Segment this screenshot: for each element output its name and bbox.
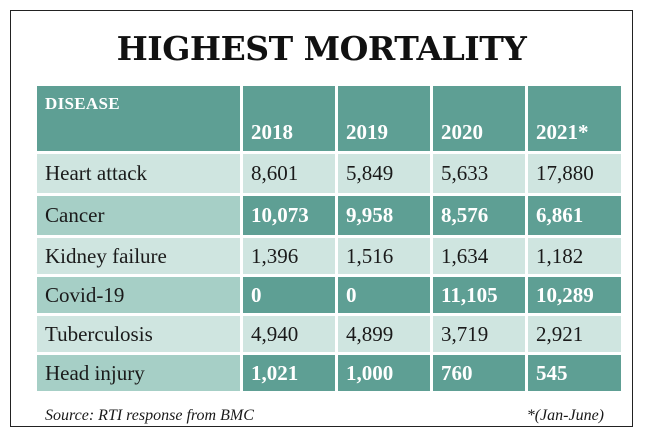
cell-heart-attack-2019: 5,849 bbox=[338, 154, 433, 196]
cell-tuberculosis-2020: 3,719 bbox=[433, 316, 528, 355]
cell-tuberculosis-2019: 4,899 bbox=[338, 316, 433, 355]
cell-kidney-failure-2019: 1,516 bbox=[338, 238, 433, 277]
footnote: *(Jan-June) bbox=[526, 407, 604, 424]
row-label-heart-attack: Heart attack bbox=[37, 154, 243, 196]
cell-head-injury-2019: 1,000 bbox=[338, 355, 433, 394]
header-year-2021: 2021* bbox=[528, 86, 624, 154]
infographic-frame: HIGHEST MORTALITY DISEASE 2018 2019 2020… bbox=[10, 10, 633, 427]
cell-cancer-2020: 8,576 bbox=[433, 196, 528, 238]
cell-covid-19-2021: 10,289 bbox=[528, 277, 624, 316]
cell-cancer-2018: 10,073 bbox=[243, 196, 338, 238]
cell-kidney-failure-2020: 1,634 bbox=[433, 238, 528, 277]
cell-cancer-2019: 9,958 bbox=[338, 196, 433, 238]
cell-head-injury-2021: 545 bbox=[528, 355, 624, 394]
row-label-tuberculosis: Tuberculosis bbox=[37, 316, 243, 355]
row-label-covid-19: Covid-19 bbox=[37, 277, 243, 316]
cell-cancer-2021: 6,861 bbox=[528, 196, 624, 238]
header-year-2019: 2019 bbox=[338, 86, 433, 154]
cell-covid-19-2018: 0 bbox=[243, 277, 338, 316]
cell-kidney-failure-2018: 1,396 bbox=[243, 238, 338, 277]
cell-head-injury-2018: 1,021 bbox=[243, 355, 338, 394]
page-title: HIGHEST MORTALITY bbox=[116, 29, 527, 68]
row-label-kidney-failure: Kidney failure bbox=[37, 238, 243, 277]
source-note: Source: RTI response from BMC bbox=[45, 407, 254, 424]
cell-heart-attack-2021: 17,880 bbox=[528, 154, 624, 196]
cell-head-injury-2020: 760 bbox=[433, 355, 528, 394]
cell-tuberculosis-2018: 4,940 bbox=[243, 316, 338, 355]
row-label-cancer: Cancer bbox=[37, 196, 243, 238]
header-year-2020: 2020 bbox=[433, 86, 528, 154]
cell-kidney-failure-2021: 1,182 bbox=[528, 238, 624, 277]
cell-covid-19-2020: 11,105 bbox=[433, 277, 528, 316]
header-disease: DISEASE bbox=[37, 86, 243, 154]
cell-heart-attack-2018: 8,601 bbox=[243, 154, 338, 196]
row-label-head-injury: Head injury bbox=[37, 355, 243, 394]
header-year-2018: 2018 bbox=[243, 86, 338, 154]
cell-heart-attack-2020: 5,633 bbox=[433, 154, 528, 196]
mortality-table: DISEASE 2018 2019 2020 2021* Heart attac… bbox=[37, 86, 624, 404]
cell-tuberculosis-2021: 2,921 bbox=[528, 316, 624, 355]
cell-covid-19-2019: 0 bbox=[338, 277, 433, 316]
